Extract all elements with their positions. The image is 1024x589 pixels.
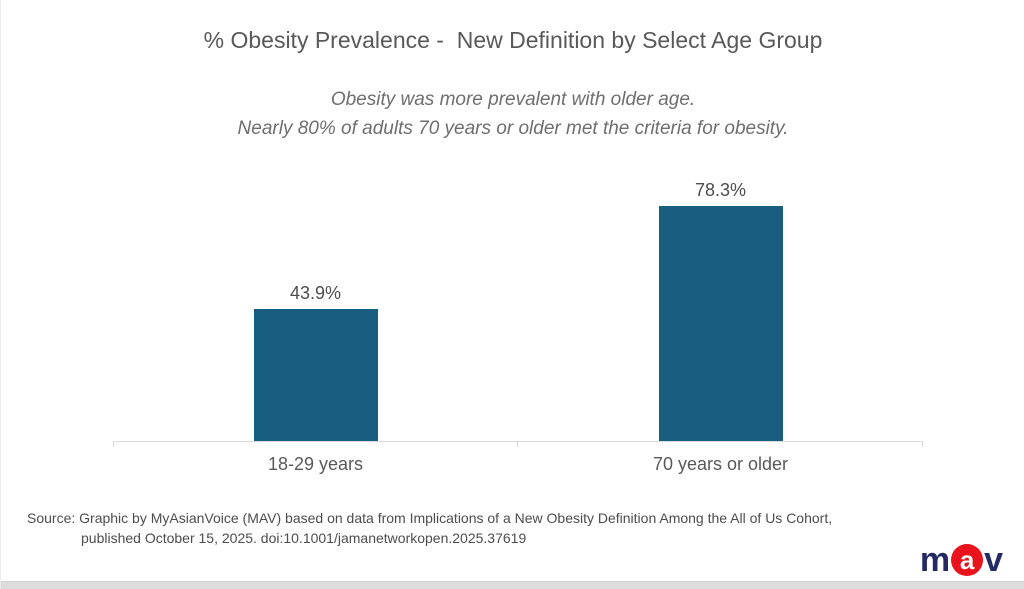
- chart-subtitle-line1: Obesity was more prevalent with older ag…: [330, 89, 696, 110]
- x-axis-tick: [113, 441, 114, 447]
- logo-letter-v: v: [984, 541, 1003, 579]
- logo-red-circle-icon: a: [951, 544, 984, 576]
- x-axis-tick: [517, 441, 518, 447]
- x-axis-category-label: 70 years or older: [652, 454, 789, 474]
- bar-group-70-older: 78.3%: [518, 150, 923, 441]
- x-axis-line: [113, 441, 923, 442]
- mav-logo: m a v: [920, 541, 1003, 579]
- bar-value-label: 78.3%: [694, 180, 747, 200]
- source-attribution: Source: Graphic by MyAsianVoice (MAV) ba…: [27, 508, 832, 548]
- x-axis-tick: [922, 441, 923, 447]
- bar-chart-plot-area: 43.9% 78.3%: [113, 150, 923, 441]
- bar-18-29-years: [253, 309, 378, 441]
- bar-70-years-or-older: [658, 206, 783, 441]
- source-line2: published October 15, 2025. doi:10.1001/…: [81, 530, 527, 546]
- logo-letter-m: m: [919, 541, 951, 579]
- source-line1: Source: Graphic by MyAsianVoice (MAV) ba…: [27, 510, 833, 526]
- chart-subtitle: Obesity was more prevalent with older ag…: [1, 85, 1024, 143]
- chart-subtitle-line2: Nearly 80% of adults 70 years or older m…: [237, 118, 789, 139]
- x-axis-category-label: 18-29 years: [267, 454, 364, 474]
- bottom-edge-strip: [1, 581, 1024, 589]
- chart-title: % Obesity Prevalence - New Definition by…: [203, 27, 823, 53]
- bar-group-18-29: 43.9%: [113, 150, 518, 441]
- bar-value-label: 43.9%: [289, 283, 342, 303]
